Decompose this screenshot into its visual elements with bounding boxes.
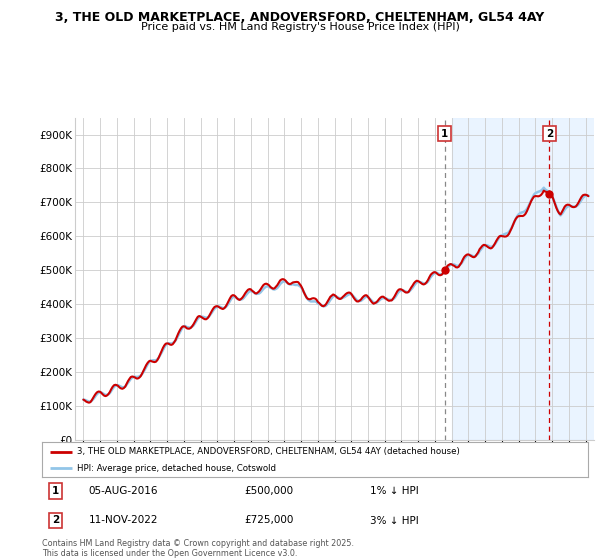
Bar bbox=[452, 118, 600, 440]
Text: 2: 2 bbox=[52, 516, 59, 525]
Text: 2: 2 bbox=[546, 129, 553, 139]
Text: 11-NOV-2022: 11-NOV-2022 bbox=[88, 516, 158, 525]
Text: HPI: Average price, detached house, Cotswold: HPI: Average price, detached house, Cots… bbox=[77, 464, 277, 473]
Text: 05-AUG-2016: 05-AUG-2016 bbox=[88, 486, 158, 496]
Text: Contains HM Land Registry data © Crown copyright and database right 2025.
This d: Contains HM Land Registry data © Crown c… bbox=[42, 539, 354, 558]
Text: £500,000: £500,000 bbox=[244, 486, 293, 496]
Text: £725,000: £725,000 bbox=[244, 516, 293, 525]
Text: 1: 1 bbox=[441, 129, 448, 139]
Text: 3, THE OLD MARKETPLACE, ANDOVERSFORD, CHELTENHAM, GL54 4AY: 3, THE OLD MARKETPLACE, ANDOVERSFORD, CH… bbox=[55, 11, 545, 24]
Text: 1% ↓ HPI: 1% ↓ HPI bbox=[370, 486, 418, 496]
Text: 3% ↓ HPI: 3% ↓ HPI bbox=[370, 516, 418, 525]
Text: Price paid vs. HM Land Registry's House Price Index (HPI): Price paid vs. HM Land Registry's House … bbox=[140, 22, 460, 32]
Text: 3, THE OLD MARKETPLACE, ANDOVERSFORD, CHELTENHAM, GL54 4AY (detached house): 3, THE OLD MARKETPLACE, ANDOVERSFORD, CH… bbox=[77, 447, 460, 456]
Text: 1: 1 bbox=[52, 486, 59, 496]
